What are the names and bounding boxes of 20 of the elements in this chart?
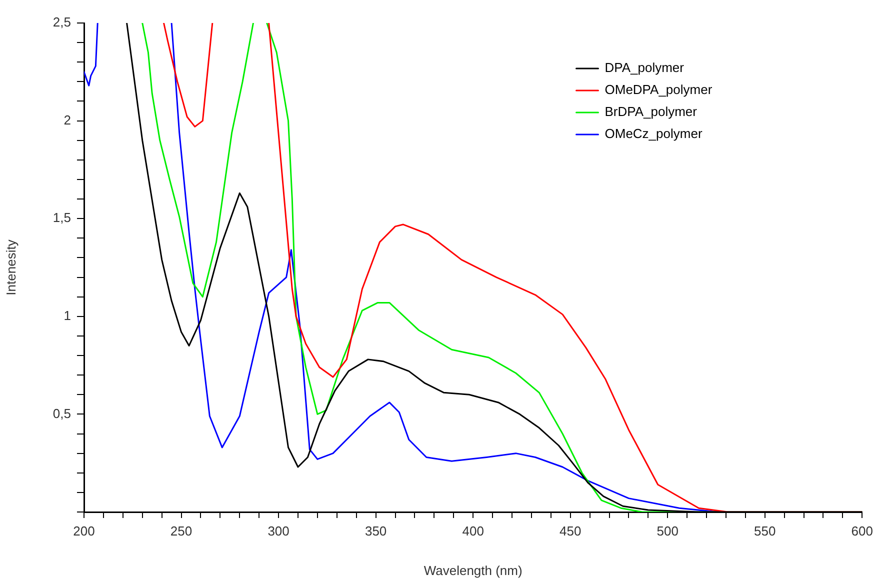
x-tick-label: 500 [656,523,678,538]
x-tick-label: 600 [851,523,874,538]
x-tick-label: 550 [754,523,776,538]
y-tick-label: 1 [64,308,71,323]
x-tick-label: 450 [559,523,582,538]
x-axis-title: Wavelength (nm) [424,562,522,578]
y-tick-label: 2 [64,112,71,128]
x-tick-label: 300 [268,523,290,538]
y-tick-label: 0,5 [52,406,71,421]
legend-label: OMeCz_polymer [604,126,703,142]
legend-label: BrDPA_polymer [604,104,698,120]
x-tick-label: 400 [462,523,484,538]
x-tick-label: 250 [170,523,192,538]
y-tick-label: 1,5 [52,210,71,226]
y-tick-label: 2,5 [52,14,71,30]
y-axis-title: Intenesity [3,239,18,296]
x-tick-label: 200 [73,523,95,538]
x-tick-label: 350 [364,523,387,538]
legend-label: DPA_polymer [604,60,685,76]
legend-label: OMeDPA_polymer [604,82,713,98]
